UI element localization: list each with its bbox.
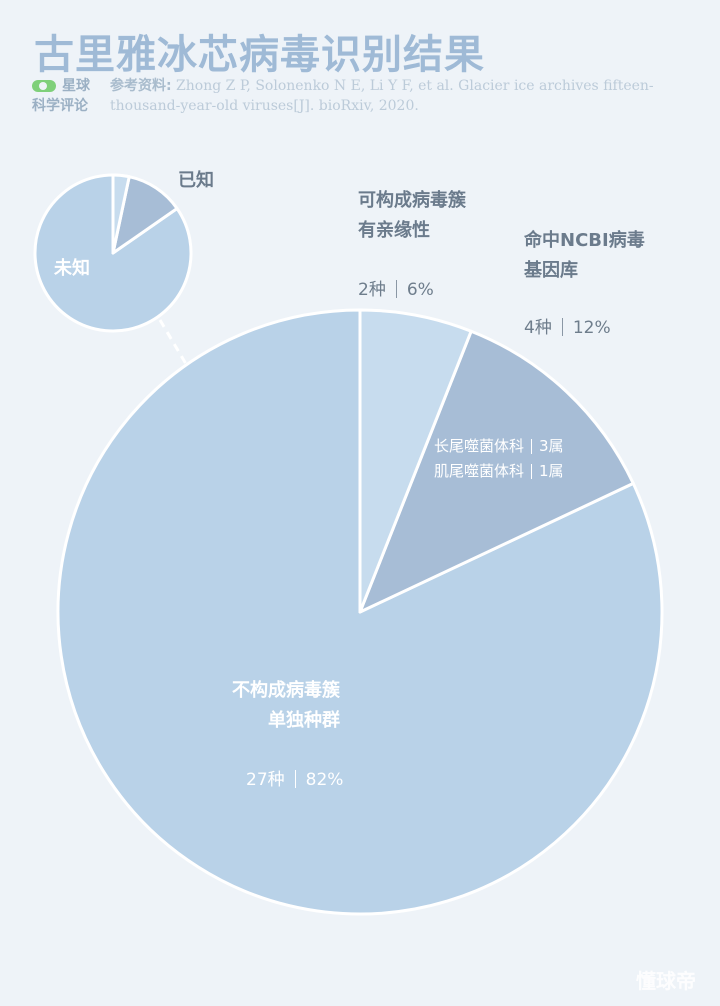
reference-text: Zhong Z P, Solonenko N E, Li Y F, et al.… xyxy=(110,78,654,114)
separator xyxy=(531,464,533,479)
inset-pie xyxy=(33,173,193,333)
inset-unknown-label: 未知 xyxy=(54,258,90,279)
chart-title: 古里雅冰芯病毒识别结果 xyxy=(34,32,485,78)
slice-cluster xyxy=(358,308,473,614)
unique-stat: 27种 82% xyxy=(246,768,343,792)
family-name: 长尾噬菌体科 xyxy=(434,437,525,455)
reference-label: 参考资料: xyxy=(110,78,172,94)
separator xyxy=(531,439,533,454)
cluster-pct: 6% xyxy=(406,280,434,300)
family-name: 肌尾噬菌体科 xyxy=(434,462,525,480)
ncbi-label-line1: 命中NCBI病毒 xyxy=(524,230,645,251)
main-pie xyxy=(56,308,664,916)
unique-pct: 82% xyxy=(305,770,344,790)
brand-name-line2: 科学评论 xyxy=(32,98,88,114)
genera-count: 1属 xyxy=(539,462,564,480)
ncbi-detail-row-1: 长尾噬菌体科 3属 xyxy=(434,434,564,458)
inset-slice-sliver xyxy=(111,173,131,255)
cluster-label-line1: 可构成病毒簇 xyxy=(358,190,466,211)
unique-label-line2: 单独种群 xyxy=(268,710,340,731)
brand-logo: 星球 科学评论 xyxy=(32,76,106,116)
reference-note: 参考资料: Zhong Z P, Solonenko N E, Li Y F, … xyxy=(110,76,670,116)
ncbi-stat: 4种 12% xyxy=(524,316,611,340)
slice-ncbi xyxy=(358,329,635,614)
brand-name-line1: 星球 xyxy=(62,78,90,94)
ncbi-pct: 12% xyxy=(572,318,611,338)
genera-count: 3属 xyxy=(539,437,564,455)
unique-label-line1: 不构成病毒簇 xyxy=(232,680,340,701)
inset-known-label: 已知 xyxy=(178,170,214,191)
watermark: 懂球帝 xyxy=(636,969,696,993)
cluster-stat: 2种 6% xyxy=(358,278,434,302)
connector-line xyxy=(158,319,188,365)
cluster-count: 2种 xyxy=(358,280,386,300)
separator xyxy=(561,318,563,336)
toggle-logo-icon xyxy=(32,80,56,92)
unique-count: 27种 xyxy=(246,770,285,790)
cluster-label-line2: 有亲缘性 xyxy=(358,220,430,241)
separator xyxy=(294,770,296,788)
ncbi-detail-row-2: 肌尾噬菌体科 1属 xyxy=(434,459,564,483)
ncbi-count: 4种 xyxy=(524,318,552,338)
separator xyxy=(395,280,397,298)
ncbi-label-line2: 基因库 xyxy=(524,260,578,281)
